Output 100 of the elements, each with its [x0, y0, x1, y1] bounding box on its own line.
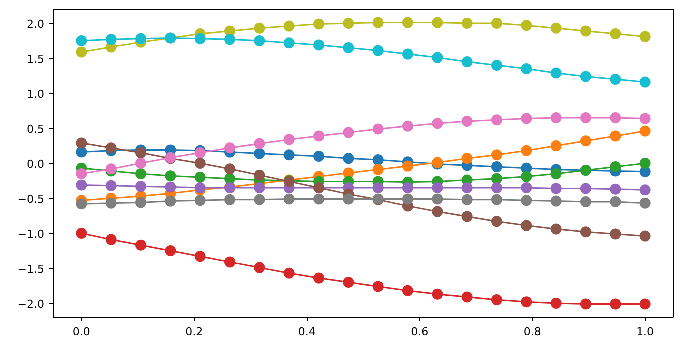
point — [136, 148, 147, 158]
point — [224, 164, 236, 175]
point — [76, 228, 88, 239]
point — [76, 146, 88, 158]
point — [491, 150, 502, 161]
point — [343, 277, 354, 288]
point — [402, 194, 414, 205]
point — [76, 138, 88, 149]
point — [610, 130, 622, 142]
point — [372, 45, 384, 56]
point — [610, 298, 622, 310]
y-tick-label: −2.0 — [18, 298, 45, 311]
point — [491, 114, 502, 126]
point — [462, 18, 473, 29]
point — [194, 195, 206, 206]
y-tick-label: 2.0 — [27, 18, 45, 31]
point — [106, 234, 117, 246]
point — [550, 196, 562, 207]
point — [314, 194, 325, 205]
y-tick-label: 0.5 — [27, 123, 45, 136]
point — [284, 134, 295, 146]
point — [343, 153, 354, 164]
y-tick-label: 1.0 — [27, 88, 45, 101]
point — [254, 170, 266, 181]
point — [194, 33, 206, 44]
point — [462, 116, 473, 127]
point — [136, 168, 147, 180]
point — [610, 112, 622, 124]
point — [372, 17, 384, 28]
point — [284, 150, 295, 161]
point — [106, 198, 117, 209]
y-tick-label: −1.0 — [18, 228, 45, 241]
point — [284, 38, 295, 49]
x-tick-label: 0.0 — [72, 326, 90, 338]
point — [550, 168, 562, 180]
point — [580, 183, 592, 194]
point — [106, 142, 117, 154]
x-tick-label: 0.2 — [186, 326, 204, 338]
point — [165, 182, 176, 193]
point — [550, 68, 562, 79]
point — [194, 158, 206, 169]
point — [402, 120, 414, 132]
point — [610, 28, 622, 40]
point — [194, 182, 206, 194]
point — [314, 18, 325, 30]
point — [610, 162, 622, 172]
point — [462, 194, 473, 206]
point — [610, 228, 622, 240]
point — [521, 182, 532, 194]
point — [284, 268, 295, 279]
point — [550, 298, 562, 309]
point — [640, 126, 651, 137]
point — [76, 46, 88, 58]
point — [224, 194, 236, 206]
point — [640, 76, 651, 88]
point — [580, 71, 592, 82]
point — [372, 154, 384, 166]
point — [610, 74, 622, 85]
point — [76, 198, 88, 210]
point — [343, 42, 354, 54]
point — [432, 52, 444, 64]
point — [550, 183, 562, 194]
point — [432, 182, 444, 194]
point — [76, 180, 88, 191]
point — [402, 48, 414, 60]
y-tick-label: −0.5 — [18, 193, 45, 206]
point — [136, 197, 147, 208]
point — [402, 17, 414, 28]
point — [314, 40, 325, 51]
point — [521, 20, 532, 32]
y-tick-label: 1.5 — [27, 53, 45, 66]
point — [343, 194, 354, 205]
point — [462, 182, 473, 194]
point — [372, 164, 384, 176]
point — [610, 196, 622, 208]
point — [254, 148, 266, 160]
point — [580, 112, 592, 124]
point — [372, 124, 384, 135]
point — [462, 211, 473, 222]
point — [432, 206, 444, 218]
point — [491, 173, 502, 184]
point — [432, 288, 444, 300]
point — [372, 281, 384, 292]
point — [550, 140, 562, 152]
point — [491, 294, 502, 306]
x-tick-label: 0.6 — [411, 326, 429, 338]
point — [580, 196, 592, 208]
x-tick-label: 0.8 — [524, 326, 542, 338]
point — [254, 138, 266, 150]
point — [224, 34, 236, 46]
point — [550, 224, 562, 235]
point — [640, 184, 651, 196]
point — [314, 151, 325, 162]
point — [402, 285, 414, 296]
point — [136, 181, 147, 192]
point — [640, 230, 651, 242]
point — [165, 170, 176, 182]
point — [432, 17, 444, 28]
point — [491, 216, 502, 228]
point — [640, 113, 651, 124]
